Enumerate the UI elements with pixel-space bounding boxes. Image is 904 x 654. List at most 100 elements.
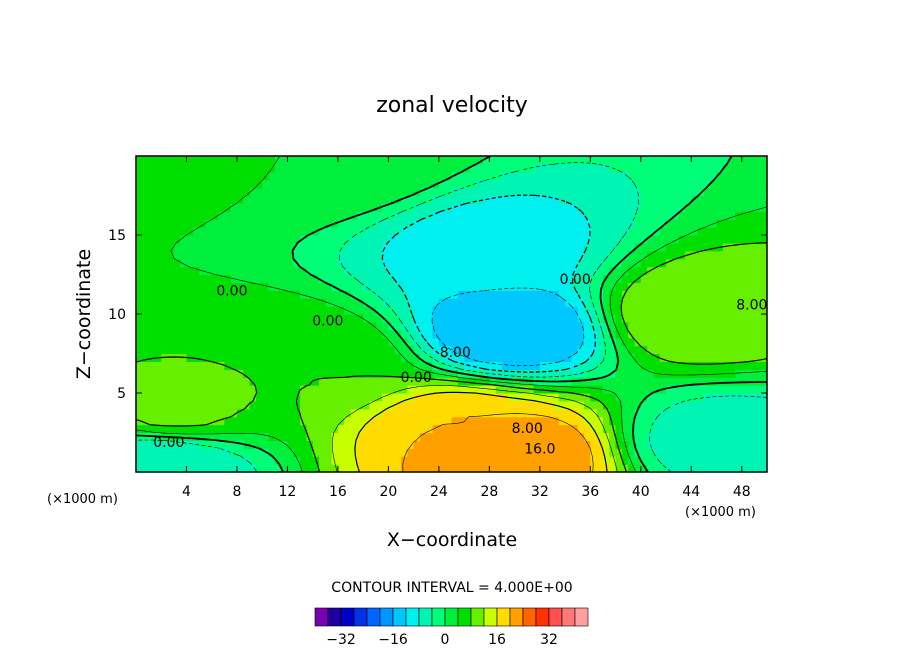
field-cell [546, 242, 554, 252]
field-cell [394, 408, 402, 418]
field-cell [590, 179, 598, 189]
field-cell [154, 377, 162, 386]
field-cell [508, 219, 516, 228]
field-cell [464, 298, 472, 307]
field-cell [457, 440, 465, 449]
field-cell [438, 171, 446, 181]
field-cell [249, 361, 257, 370]
field-cell [173, 171, 181, 181]
field-cell [426, 187, 434, 197]
field-cell [382, 329, 389, 339]
field-cell [546, 329, 554, 339]
field-cell [407, 408, 415, 418]
field-cell [489, 408, 497, 418]
field-cell [173, 448, 181, 457]
field-cell [678, 440, 686, 449]
field-cell [419, 203, 427, 212]
field-cell [419, 290, 427, 299]
field-cell [432, 353, 440, 362]
field-cell [407, 258, 415, 268]
field-cell [192, 385, 200, 394]
field-cell [716, 408, 724, 418]
field-cell [495, 345, 503, 355]
field-cell [186, 195, 194, 204]
field-cell [508, 369, 516, 378]
field-cell [628, 353, 636, 362]
field-cell [356, 258, 364, 268]
field-cell [205, 393, 213, 402]
colorbar-swatch [548, 607, 563, 627]
field-cell [224, 179, 232, 189]
field-cell [508, 440, 516, 449]
field-cell [249, 211, 257, 220]
field-cell [438, 187, 446, 197]
field-cell [249, 321, 257, 331]
field-cell [211, 250, 219, 260]
field-cell [754, 464, 762, 472]
field-cell [293, 227, 301, 236]
field-cell [729, 440, 737, 449]
field-cell [577, 250, 585, 260]
field-cell [136, 400, 143, 410]
field-cell [331, 187, 339, 197]
field-cell [325, 416, 333, 426]
field-cell [274, 187, 282, 197]
field-cell [754, 163, 762, 173]
field-cell [325, 432, 333, 441]
field-cell [236, 369, 244, 378]
field-cell [350, 345, 358, 355]
field-cell [413, 408, 421, 418]
field-cell [729, 227, 737, 236]
field-cell [527, 179, 535, 189]
field-cell [293, 369, 301, 378]
field-cell [154, 408, 162, 418]
field-cell [407, 314, 415, 323]
field-cell [230, 187, 238, 197]
field-cell [590, 171, 598, 181]
field-cell [337, 290, 345, 299]
field-cell [451, 235, 459, 244]
field-cell [306, 448, 314, 457]
field-cell [426, 464, 434, 472]
field-cell [464, 314, 472, 323]
field-cell [552, 266, 560, 276]
field-cell [754, 250, 762, 260]
field-cell [558, 211, 566, 220]
field-cell [243, 156, 251, 165]
field-cell [659, 424, 667, 434]
field-cell [167, 393, 175, 402]
field-cell [716, 345, 724, 355]
field-cell [287, 258, 295, 268]
field-cell [748, 258, 755, 268]
field-cell [199, 156, 207, 165]
field-cell [161, 274, 169, 283]
field-cell [684, 385, 692, 394]
field-cell [192, 171, 200, 181]
field-cell [546, 235, 554, 244]
field-cell [590, 156, 598, 165]
field-cell [180, 393, 188, 402]
field-cell [464, 345, 472, 355]
field-cell [306, 385, 314, 394]
field-cell [438, 432, 446, 441]
field-cell [337, 314, 345, 323]
field-cell [388, 156, 396, 165]
field-cell [514, 432, 522, 441]
field-cell [236, 298, 244, 307]
field-cell [653, 211, 661, 220]
field-cell [647, 337, 655, 347]
field-cell [438, 211, 446, 220]
field-cell [211, 416, 219, 426]
field-cell [729, 393, 737, 402]
field-cell [741, 440, 749, 449]
field-cell [388, 298, 396, 307]
field-cell [760, 385, 767, 394]
field-cell [300, 195, 307, 204]
field-cell [331, 171, 339, 181]
field-cell [199, 377, 207, 386]
field-cell [628, 179, 636, 189]
field-cell [596, 274, 604, 283]
field-cell [142, 171, 150, 181]
field-cell [577, 282, 585, 291]
field-cell [558, 393, 566, 402]
